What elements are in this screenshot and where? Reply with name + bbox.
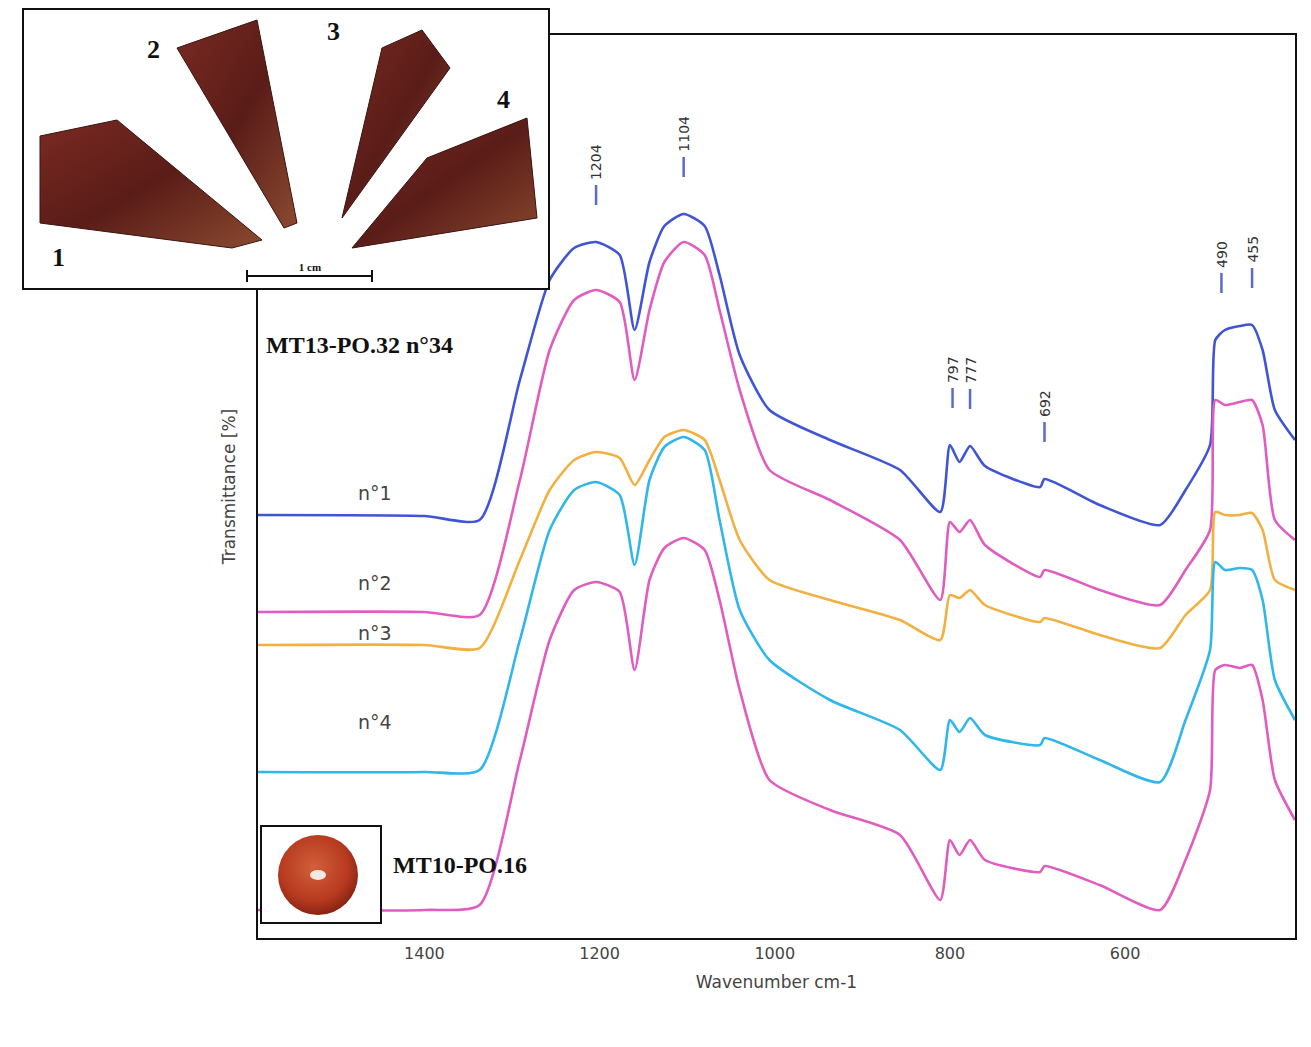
svg-text:2: 2 [147, 35, 160, 64]
svg-text:1: 1 [52, 243, 65, 272]
svg-text:4: 4 [497, 85, 510, 114]
svg-text:1000: 1000 [754, 944, 795, 963]
svg-text:1200: 1200 [579, 944, 620, 963]
svg-text:600: 600 [1110, 944, 1141, 963]
svg-text:777: 777 [963, 357, 979, 384]
svg-text:1204: 1204 [588, 144, 604, 180]
svg-text:MT13-PO.32 n°34: MT13-PO.32 n°34 [266, 332, 453, 358]
svg-text:MT10-PO.16: MT10-PO.16 [393, 852, 527, 878]
svg-text:n°4: n°4 [358, 711, 392, 733]
svg-text:800: 800 [935, 944, 966, 963]
svg-text:1 cm: 1 cm [299, 261, 321, 273]
svg-text:490: 490 [1214, 241, 1230, 268]
svg-text:Wavenumber cm-1: Wavenumber cm-1 [696, 972, 857, 992]
svg-text:1400: 1400 [404, 944, 445, 963]
svg-text:692: 692 [1037, 390, 1053, 417]
svg-text:n°2: n°2 [358, 572, 392, 594]
svg-text:Transmittance [%]: Transmittance [%] [219, 409, 239, 565]
svg-text:1104: 1104 [676, 116, 692, 152]
svg-text:3: 3 [327, 17, 340, 46]
svg-text:797: 797 [945, 356, 961, 383]
svg-text:n°1: n°1 [358, 482, 392, 504]
svg-text:455: 455 [1245, 236, 1261, 263]
svg-text:n°3: n°3 [358, 622, 392, 644]
